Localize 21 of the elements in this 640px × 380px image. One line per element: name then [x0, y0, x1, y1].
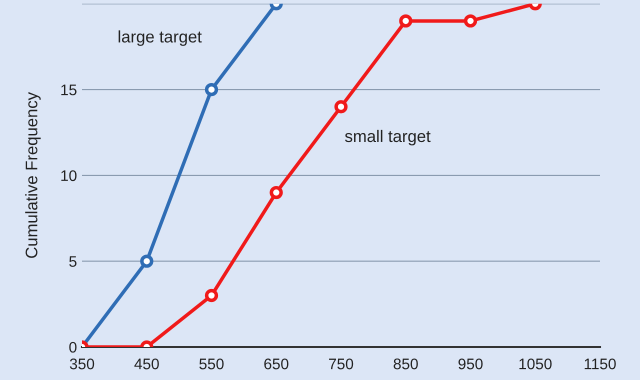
- point: [464, 14, 478, 28]
- point: [399, 14, 412, 28]
- x-tick-label: 650: [264, 358, 288, 370]
- point: [334, 100, 348, 114]
- y-tick-label: 5: [69, 256, 76, 267]
- point: [204, 83, 218, 96]
- annotation: large target: [118, 30, 202, 46]
- x-tick-label: 1050: [519, 358, 552, 370]
- y-axis-title: Cumulative Frequency: [25, 92, 41, 258]
- x-tick-label: 750: [329, 358, 354, 370]
- x-tick-label: 950: [458, 358, 483, 370]
- x-tick-label: 550: [199, 358, 224, 370]
- point: [270, 186, 283, 200]
- x-tick-label: 450: [134, 358, 159, 370]
- x-tick-label: 350: [70, 358, 94, 370]
- x-tick-label: 1150: [584, 358, 616, 370]
- y-tick-label: 10: [61, 170, 77, 182]
- y-tick-label: 0: [69, 342, 77, 353]
- annotation: small target: [345, 130, 431, 146]
- y-tick-label: 15: [61, 84, 76, 96]
- x-tick-label: 850: [394, 358, 418, 370]
